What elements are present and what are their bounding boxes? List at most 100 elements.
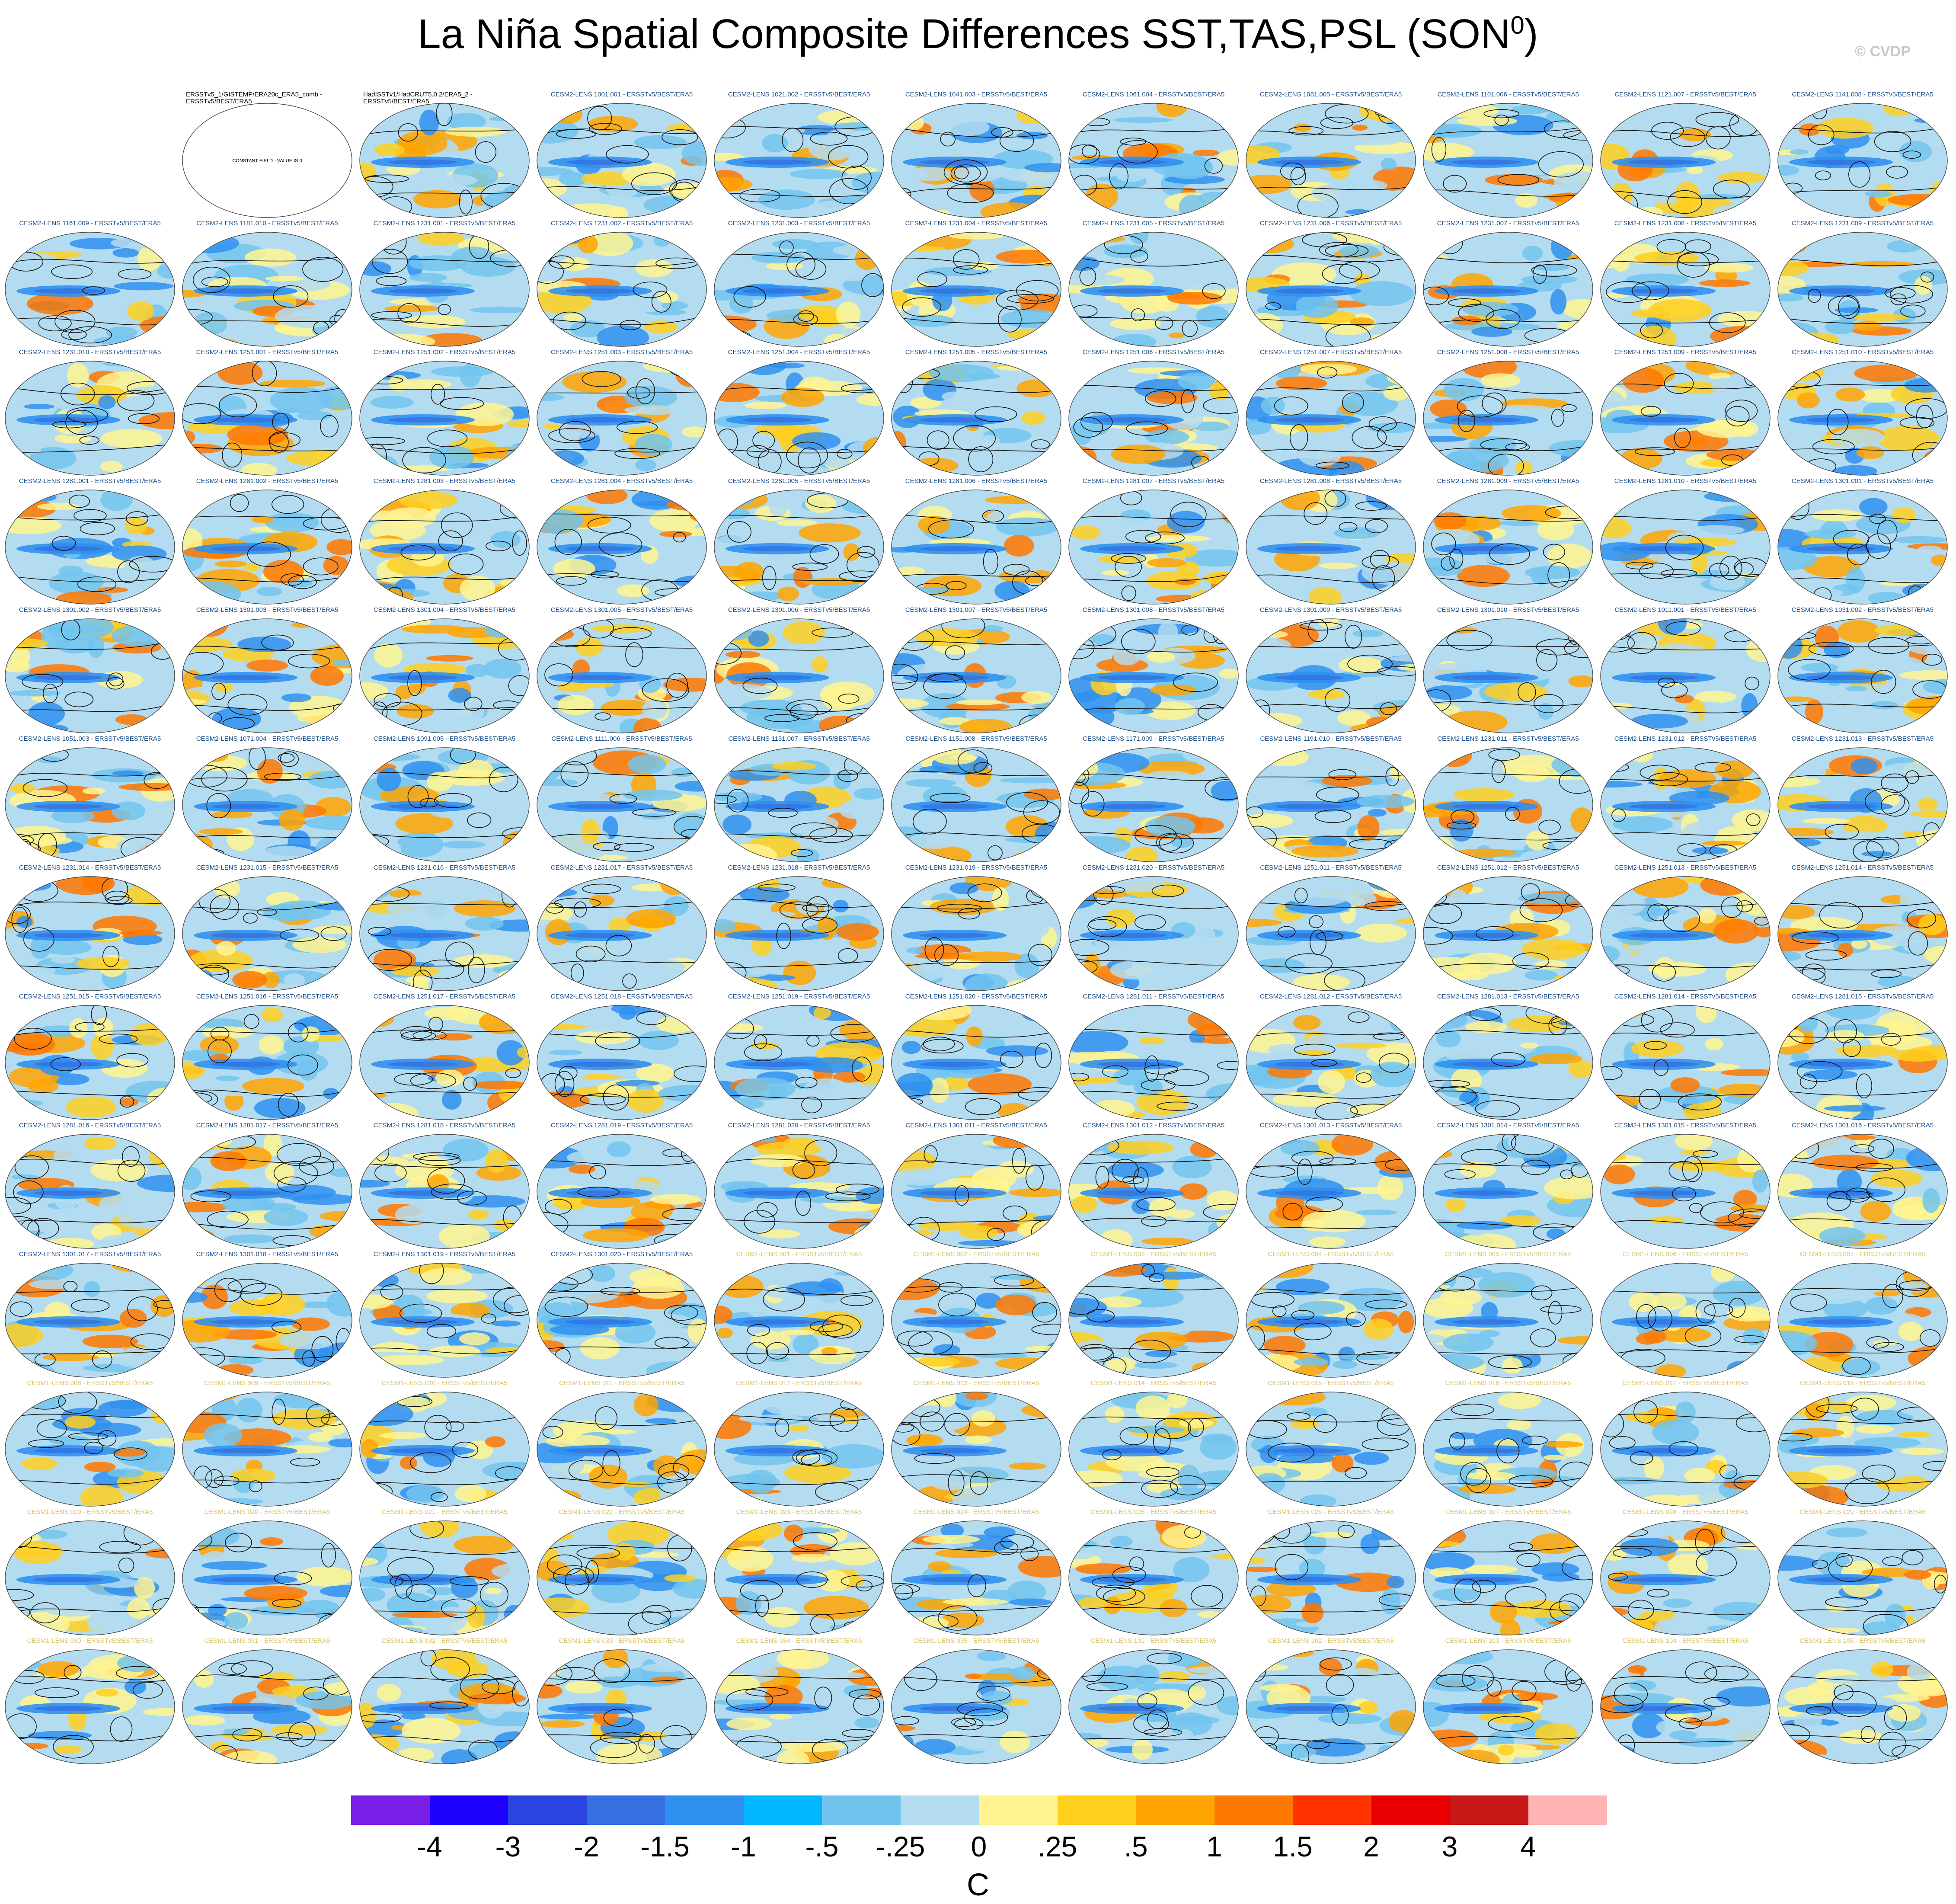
map-panel: CESM2-LENS 1281.004 - ERSSTv5/BEST/ERA5 — [535, 478, 708, 608]
robinson-map — [1600, 1649, 1771, 1764]
robinson-map — [1423, 361, 1593, 476]
colorbar-box — [1450, 1795, 1528, 1825]
panel-label: CESM2-LENS 1281.014 - ERSSTv5/BEST/ERA5 — [1614, 993, 1757, 1000]
map-panel: CESM2-LENS 1171.009 - ERSSTv5/BEST/ERA5 — [1067, 736, 1240, 865]
colorbar-box — [429, 1795, 508, 1825]
panel-label: CESM2-LENS 1281.016 - ERSSTv5/BEST/ERA5 — [19, 1122, 161, 1129]
robinson-map — [1246, 876, 1416, 991]
panel-label: CESM2-LENS 1011.001 - ERSSTv5/BEST/ERA5 — [1614, 607, 1756, 614]
map-panel: CESM1-LENS 011 - ERSSTv5/BEST/ERA5 — [535, 1380, 708, 1510]
robinson-map — [1246, 1005, 1416, 1120]
panel-label: CESM2-LENS 1281.005 - ERSSTv5/BEST/ERA5 — [728, 478, 870, 485]
map-panel: CESM2-LENS 1301.002 - ERSSTv5/BEST/ERA5 — [3, 607, 176, 736]
panel-label: CESM2-LENS 1301.012 - ERSSTv5/BEST/ERA5 — [1082, 1122, 1225, 1129]
map-panel: CESM1-LENS 105 - ERSSTv5/BEST/ERA5 — [1776, 1638, 1949, 1767]
panel-label: CESM1-LENS 032 - ERSSTv5/BEST/ERA5 — [381, 1638, 508, 1645]
map-panel: CESM2-LENS 1231.017 - ERSSTv5/BEST/ERA5 — [535, 864, 708, 994]
panel-label: CESM2-LENS 1251.011 - ERSSTv5/BEST/ERA5 — [1260, 864, 1402, 871]
map-panel: CESM2-LENS 1071.004 - ERSSTv5/BEST/ERA5 — [181, 736, 354, 865]
panel-label: CESM1-LENS 007 - ERSSTv5/BEST/ERA5 — [1799, 1251, 1926, 1258]
panel-label: CESM2-LENS 1301.002 - ERSSTv5/BEST/ERA5 — [19, 607, 161, 614]
colorbar-tick-label: -.25 — [876, 1830, 925, 1862]
map-panel: CESM1-LENS 030 - ERSSTv5/BEST/ERA5 — [3, 1638, 176, 1767]
robinson-map — [1423, 1649, 1593, 1764]
panel-label: CESM2-LENS 1231.014 - ERSSTv5/BEST/ERA5 — [19, 864, 161, 871]
colorbar-tick-label: 0 — [971, 1830, 987, 1862]
map-panel: CESM2-LENS 1301.015 - ERSSTv5/BEST/ERA5 — [1599, 1122, 1772, 1252]
map-panel: CESM2-LENS 1121.007 - ERSSTv5/BEST/ERA5 — [1599, 91, 1772, 221]
map-panel: CESM2-LENS 1281.012 - ERSSTv5/BEST/ERA5 — [1244, 993, 1417, 1123]
robinson-map — [891, 232, 1061, 347]
map-panel: CESM1-LENS 004 - ERSSTv5/BEST/ERA5 — [1244, 1251, 1417, 1381]
map-panel: CESM2-LENS 1231.015 - ERSSTv5/BEST/ERA5 — [181, 864, 354, 994]
map-panel: CESM1-LENS 018 - ERSSTv5/BEST/ERA5 — [1776, 1380, 1949, 1510]
panel-label: CESM2-LENS 1191.010 - ERSSTv5/BEST/ERA5 — [1260, 736, 1402, 742]
cvdp-credit: © CVDP — [1855, 43, 1911, 60]
map-panel: CESM2-LENS 1301.009 - ERSSTv5/BEST/ERA5 — [1244, 607, 1417, 736]
robinson-map — [714, 747, 884, 862]
panel-label: CESM2-LENS 1231.005 - ERSSTv5/BEST/ERA5 — [1082, 220, 1225, 227]
map-panel: CESM2-LENS 1251.019 - ERSSTv5/BEST/ERA5 — [713, 993, 885, 1123]
panel-label: CESM1-LENS 018 - ERSSTv5/BEST/ERA5 — [1799, 1380, 1926, 1387]
map-panel: CESM2-LENS 1301.007 - ERSSTv5/BEST/ERA5 — [890, 607, 1063, 736]
map-panel: CESM2-LENS 1231.018 - ERSSTv5/BEST/ERA5 — [713, 864, 885, 994]
panel-label: CESM1-LENS 101 - ERSSTv5/BEST/ERA5 — [1090, 1638, 1217, 1645]
robinson-map — [537, 876, 707, 991]
robinson-map — [537, 1134, 707, 1249]
panel-label: CESM2-LENS 1301.018 - ERSSTv5/BEST/ERA5 — [196, 1251, 339, 1258]
robinson-map — [5, 1392, 175, 1507]
robinson-map — [182, 1263, 352, 1378]
colorbar — [351, 1795, 1607, 1825]
map-panel: CESM1-LENS 104 - ERSSTv5/BEST/ERA5 — [1599, 1638, 1772, 1767]
map-panel: CESM2-LENS 1281.019 - ERSSTv5/BEST/ERA5 — [535, 1122, 708, 1252]
panel-label: CESM2-LENS 1041.003 - ERSSTv5/BEST/ERA5 — [905, 91, 1048, 98]
panel-label: CESM1-LENS 021 - ERSSTv5/BEST/ERA5 — [381, 1509, 508, 1516]
panel-grid: ERSSTv5_1/GISTEMP/ERA20c_ERA5_comb - ERS… — [3, 91, 1949, 1767]
panel-label: CESM2-LENS 1301.011 - ERSSTv5/BEST/ERA5 — [905, 1122, 1047, 1129]
map-panel: CESM2-LENS 1301.008 - ERSSTv5/BEST/ERA5 — [1067, 607, 1240, 736]
map-panel: CESM2-LENS 1301.011 - ERSSTv5/BEST/ERA5 — [890, 1122, 1063, 1252]
map-panel: CESM2-LENS 1301.001 - ERSSTv5/BEST/ERA5 — [1776, 478, 1949, 608]
map-panel: CESM2-LENS 1231.006 - ERSSTv5/BEST/ERA5 — [1244, 220, 1417, 350]
colorbar-box — [1371, 1795, 1450, 1825]
panel-label: CESM2-LENS 1301.013 - ERSSTv5/BEST/ERA5 — [1259, 1122, 1402, 1129]
panel-label: CESM2-LENS 1231.011 - ERSSTv5/BEST/ERA5 — [1437, 736, 1579, 742]
panel-label: CESM2-LENS 1281.008 - ERSSTv5/BEST/ERA5 — [1259, 478, 1402, 485]
robinson-map — [1068, 1392, 1239, 1507]
colorbar-box — [1293, 1795, 1371, 1825]
robinson-map — [1423, 1134, 1593, 1249]
robinson-map — [359, 1649, 530, 1764]
map-panel: CESM2-LENS 1251.008 - ERSSTv5/BEST/ERA5 — [1422, 349, 1595, 479]
robinson-map — [1068, 876, 1239, 991]
map-panel: CESM2-LENS 1301.010 - ERSSTv5/BEST/ERA5 — [1422, 607, 1595, 736]
panel-label: CESM2-LENS 1181.010 - ERSSTv5/BEST/ERA5 — [196, 220, 338, 227]
panel-label: CESM2-LENS 1301.003 - ERSSTv5/BEST/ERA5 — [196, 607, 339, 614]
robinson-map — [891, 1134, 1061, 1249]
panel-label: CESM2-LENS 1251.007 - ERSSTv5/BEST/ERA5 — [1259, 349, 1402, 356]
robinson-map — [537, 747, 707, 862]
robinson-map — [1246, 361, 1416, 476]
map-panel: CESM2-LENS 1251.004 - ERSSTv5/BEST/ERA5 — [713, 349, 885, 479]
map-panel: CESM2-LENS 1231.009 - ERSSTv5/BEST/ERA5 — [1776, 220, 1949, 350]
panel-label: CESM2-LENS 1031.002 - ERSSTv5/BEST/ERA5 — [1791, 607, 1934, 614]
panel-label: CESM2-LENS 1281.015 - ERSSTv5/BEST/ERA5 — [1791, 993, 1934, 1000]
robinson-map — [1777, 1392, 1948, 1507]
panel-label: CESM1-LENS 026 - ERSSTv5/BEST/ERA5 — [1268, 1509, 1394, 1516]
panel-label: CESM2-LENS 1231.016 - ERSSTv5/BEST/ERA5 — [373, 864, 516, 871]
map-panel: CESM2-LENS 1031.002 - ERSSTv5/BEST/ERA5 — [1776, 607, 1949, 736]
panel-label: CESM2-LENS 1231.017 - ERSSTv5/BEST/ERA5 — [550, 864, 693, 871]
map-panel: CESM2-LENS 1251.013 - ERSSTv5/BEST/ERA5 — [1599, 864, 1772, 994]
robinson-map — [1777, 1649, 1948, 1764]
panel-label: CESM2-LENS 1161.009 - ERSSTv5/BEST/ERA5 — [19, 220, 161, 227]
robinson-map — [1777, 747, 1948, 862]
panel-label: CESM2-LENS 1301.020 - ERSSTv5/BEST/ERA5 — [550, 1251, 693, 1258]
robinson-map — [359, 876, 530, 991]
robinson-map — [537, 618, 707, 733]
map-panel: CESM1-LENS 019 - ERSSTv5/BEST/ERA5 — [3, 1509, 176, 1638]
panel-label: CESM2-LENS 1231.009 - ERSSTv5/BEST/ERA5 — [1791, 220, 1934, 227]
map-panel: CESM2-LENS 1231.007 - ERSSTv5/BEST/ERA5 — [1422, 220, 1595, 350]
colorbar-tick-label: -1.5 — [640, 1830, 690, 1862]
robinson-map — [1600, 747, 1771, 862]
panel-label: CESM1-LENS 023 - ERSSTv5/BEST/ERA5 — [736, 1509, 862, 1516]
robinson-map — [359, 1392, 530, 1507]
